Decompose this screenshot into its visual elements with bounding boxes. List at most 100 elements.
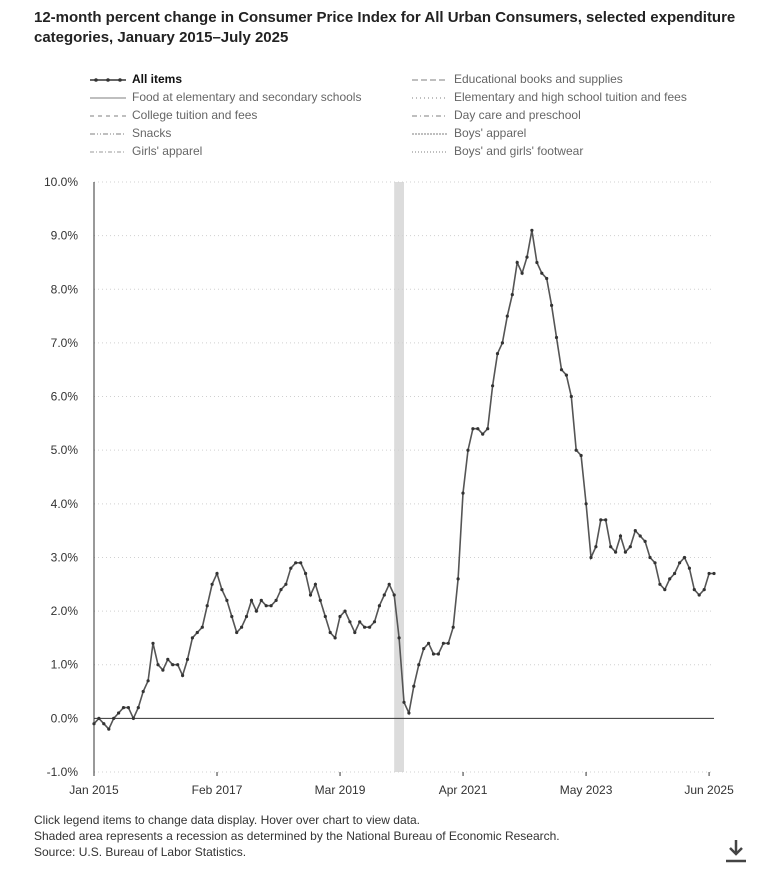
- data-point: [638, 534, 642, 538]
- data-point: [530, 228, 534, 232]
- data-point: [702, 588, 706, 592]
- data-point: [372, 620, 377, 624]
- y-tick-label: 6.0%: [51, 390, 79, 404]
- legend-item[interactable]: Day care and preschool: [412, 106, 581, 124]
- data-point: [658, 582, 662, 586]
- footer-recession-note: Shaded area represents a recession as de…: [34, 829, 560, 843]
- line-chart[interactable]: -1.0% 0.0% 1.0% 2.0% 3.0% 4.0% 5.0% 6.0% 7.0% 8.0…: [0, 0, 771, 810]
- legend-label: Educational books and supplies: [454, 72, 623, 86]
- footer-source: Source: U.S. Bureau of Labor Statistics.: [34, 845, 247, 859]
- y-tick-label: 2.0%: [51, 604, 79, 618]
- data-point: [678, 561, 682, 565]
- data-point: [628, 545, 632, 549]
- legend-swatch: [90, 115, 126, 117]
- data-point: [358, 620, 362, 624]
- data-point: [392, 593, 396, 597]
- data-point: [554, 335, 559, 340]
- data-point: [412, 684, 416, 688]
- legend-item[interactable]: College tuition and fees: [90, 106, 257, 124]
- data-point: [343, 609, 347, 613]
- data-point: [692, 588, 696, 592]
- data-point: [240, 625, 244, 629]
- data-point: [663, 588, 667, 592]
- data-point: [456, 577, 460, 581]
- data-point: [466, 448, 470, 452]
- y-tick-label: 0.0%: [51, 711, 79, 725]
- data-point: [535, 260, 539, 265]
- data-point: [397, 636, 401, 640]
- data-point: [107, 727, 111, 731]
- legend-label: College tuition and fees: [132, 108, 258, 122]
- data-point: [417, 663, 421, 667]
- legend-item[interactable]: Boys' and girls' footwear: [412, 142, 583, 160]
- legend-label: Day care and preschool: [454, 108, 581, 122]
- data-point: [136, 706, 140, 710]
- y-tick-label: 9.0%: [51, 229, 79, 243]
- legend-item[interactable]: Elementary and high school tuition and f…: [412, 88, 687, 106]
- data-point: [289, 566, 293, 570]
- data-point: [648, 555, 652, 560]
- data-point: [481, 432, 485, 436]
- data-point: [569, 394, 573, 399]
- x-tick-label: Mar 2019: [315, 783, 366, 797]
- data-point: [540, 271, 544, 275]
- data-point: [328, 630, 332, 635]
- data-point: [102, 722, 106, 726]
- data-point: [176, 663, 180, 667]
- data-point: [368, 625, 372, 629]
- data-point: [112, 716, 116, 721]
- legend-label: Food at elementary and secondary schools: [132, 90, 362, 104]
- data-point: [461, 491, 465, 495]
- data-point: [244, 614, 249, 619]
- data-point: [205, 604, 209, 608]
- data-point: [387, 582, 391, 586]
- data-point: [687, 566, 692, 570]
- data-point: [505, 314, 509, 318]
- data-point: [151, 641, 155, 645]
- data-point: [584, 502, 588, 506]
- download-icon[interactable]: [724, 838, 748, 864]
- legend-swatch: [90, 151, 126, 153]
- data-point: [510, 293, 514, 297]
- data-point: [185, 657, 190, 662]
- data-point: [181, 673, 185, 678]
- data-point: [294, 561, 298, 565]
- data-point: [304, 571, 308, 576]
- data-point: [618, 534, 623, 538]
- legend-label: All items: [132, 72, 183, 86]
- data-point: [545, 276, 549, 281]
- legend-item[interactable]: All items: [90, 70, 182, 88]
- x-tick-label: Jan 2015: [69, 783, 119, 797]
- data-point: [353, 630, 357, 635]
- footer-instructions: Click legend items to change data displa…: [34, 813, 420, 827]
- data-point: [92, 722, 96, 726]
- y-tick-label: 1.0%: [51, 658, 79, 672]
- legend-swatch: [90, 97, 126, 99]
- data-point: [348, 620, 352, 624]
- legend-item[interactable]: Snacks: [90, 124, 171, 142]
- y-tick-label: 8.0%: [51, 282, 79, 296]
- data-point: [333, 636, 337, 640]
- legend-swatch: [90, 133, 126, 135]
- data-point: [225, 598, 229, 603]
- data-point: [673, 571, 677, 576]
- data-point: [697, 593, 701, 597]
- legend-item[interactable]: Food at elementary and secondary schools: [90, 88, 361, 106]
- data-point: [259, 598, 263, 603]
- data-point: [594, 545, 598, 549]
- data-point: [338, 614, 342, 619]
- y-tick-label: 5.0%: [51, 443, 79, 457]
- data-point: [525, 255, 529, 259]
- data-point: [589, 555, 593, 560]
- legend-item[interactable]: Boys' apparel: [412, 124, 526, 142]
- legend-item[interactable]: Girls' apparel: [90, 142, 202, 160]
- data-point: [431, 652, 436, 656]
- legend-item[interactable]: Educational books and supplies: [412, 70, 623, 88]
- data-point: [599, 518, 603, 522]
- data-point: [318, 598, 322, 603]
- legend-swatch: [90, 78, 126, 82]
- data-point: [491, 384, 495, 388]
- data-point: [476, 427, 480, 431]
- data-point: [200, 625, 204, 629]
- data-point: [269, 604, 273, 608]
